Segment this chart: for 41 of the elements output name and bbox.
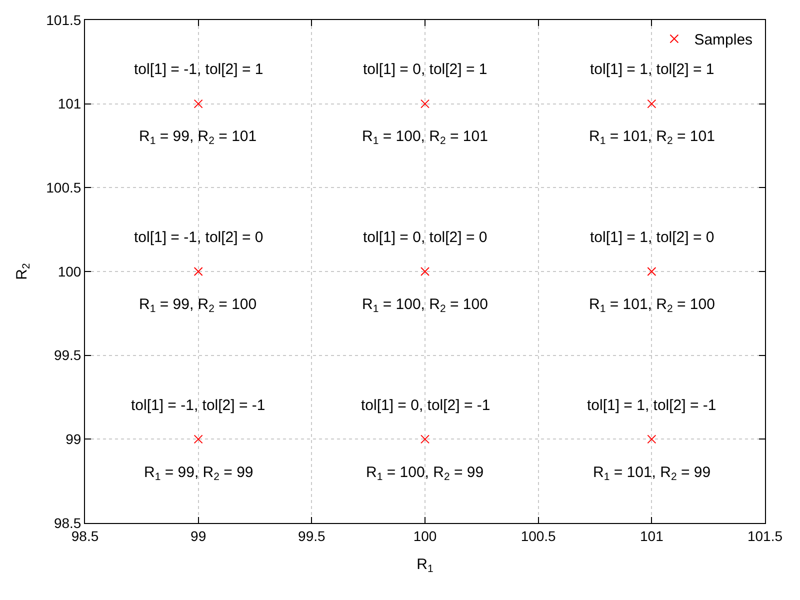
annotation: tol[1] = 1, tol[2] = -1	[587, 397, 716, 414]
annotation: tol[1] = 1, tol[2] = 1	[590, 61, 714, 78]
legend-label: Samples	[694, 32, 753, 49]
annotation: R$_{1}$ = 101, R$_{2}$ = 101	[589, 128, 715, 148]
point	[647, 99, 656, 108]
annotation: R$_{1}$ = 100, R$_{2}$ = 99	[366, 464, 484, 484]
y-tick-label: 100	[58, 263, 82, 280]
x-tick-label: 101	[640, 528, 664, 544]
annotation: tol[1] = 0, tol[2] = 1	[363, 61, 488, 78]
annotation: R$_{1}$ = 101, R$_{2}$ = 100	[589, 296, 715, 316]
annotation: tol[1] = 0, tol[2] = 0	[363, 229, 488, 246]
annotation: tol[1] = -1, tol[2] = -1	[131, 397, 266, 414]
annotation: tol[1] = 0, tol[2] = -1	[361, 397, 490, 414]
point	[194, 267, 203, 276]
point	[420, 434, 430, 444]
x-tick-label: 99.5	[298, 528, 326, 544]
x-tick-label: 101.5	[747, 528, 783, 544]
x-tick-label: 99	[190, 528, 206, 544]
annotation: R$_{1}$ = 99, R$_{2}$ = 100	[139, 296, 257, 316]
annotation: tol[1] = -1, tol[2] = 0	[134, 229, 264, 246]
x-tick-label: 100	[413, 528, 437, 544]
x-tick-label: 100.5	[520, 528, 556, 544]
annotation: tol[1] = 1, tol[2] = 0	[590, 229, 714, 246]
annotation: tol[1] = -1, tol[2] = 1	[134, 61, 264, 78]
annotation: R$_{1}$ = 101, R$_{2}$ = 99	[593, 464, 711, 484]
y-tick-label: 101	[58, 96, 82, 112]
y-tick-label: 100.5	[46, 180, 82, 196]
annotation: R$_{1}$ = 99, R$_{2}$ = 101	[139, 128, 257, 148]
annotation: R$_{1}$ = 100, R$_{2}$ = 101	[362, 128, 488, 148]
y-tick-label: 99	[66, 431, 82, 448]
annotation: R$_{1}$ = 99, R$_{2}$ = 99	[144, 464, 254, 484]
point	[194, 434, 203, 444]
y-tick-label: 101.5	[46, 12, 82, 28]
point	[647, 267, 656, 276]
point	[420, 267, 430, 276]
annotation: R$_{1}$ = 100, R$_{2}$ = 100	[362, 296, 488, 316]
point	[647, 434, 656, 444]
y-tick-label: 99.5	[54, 347, 82, 364]
point	[420, 99, 430, 108]
point	[194, 99, 203, 108]
x-axis-title: R$_{1}$	[416, 556, 434, 575]
